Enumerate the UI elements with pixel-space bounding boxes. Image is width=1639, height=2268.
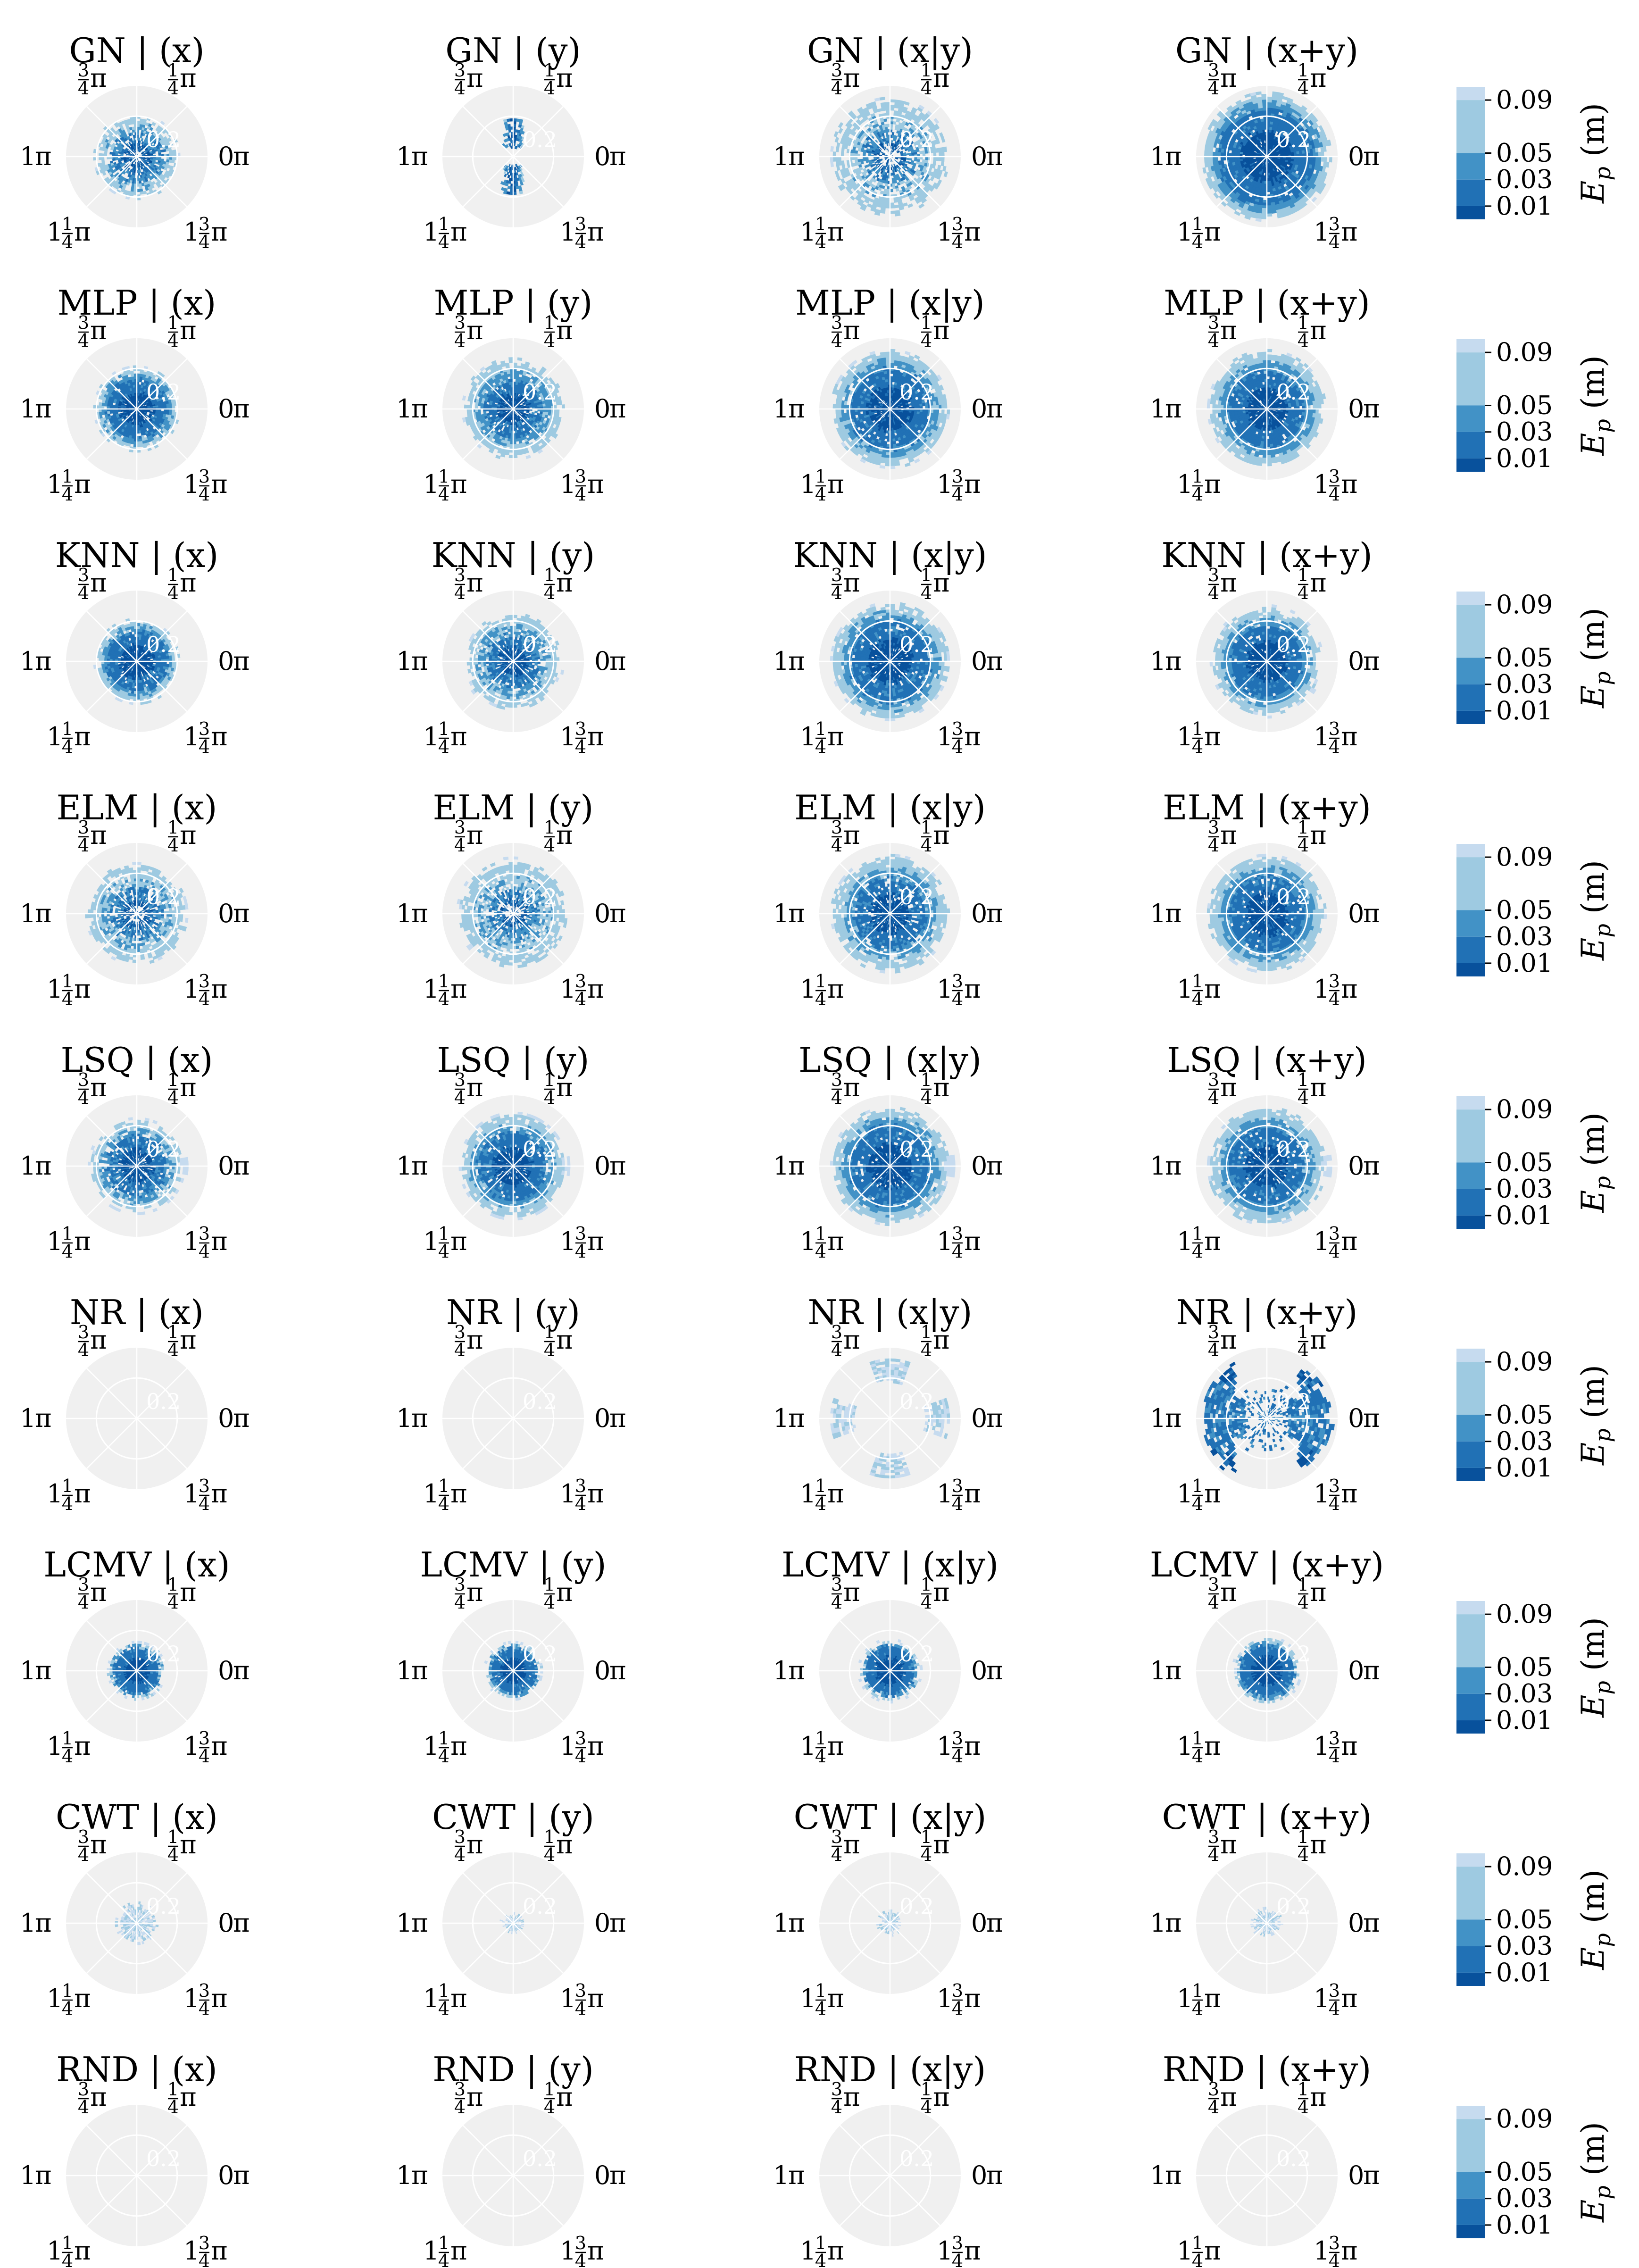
heat-cell [112, 152, 115, 155]
angle-tick-3-4-pi: 34 π [454, 60, 483, 99]
angle-tick-part: 1 [396, 142, 412, 171]
heat-cell [140, 124, 142, 127]
angle-tick-part: π [233, 142, 250, 171]
heat-cell [133, 138, 135, 141]
heat-cell [519, 119, 523, 122]
heat-cell [104, 151, 107, 154]
heat-cell [507, 192, 510, 195]
heat-cell [139, 181, 141, 183]
angle-tick-1-1-4-pi: 114 π [47, 214, 91, 252]
heat-cell [143, 119, 147, 122]
angle-tick-part: π [90, 63, 107, 93]
heat-cell [516, 181, 518, 183]
angle-tick-denominator: 4 [199, 232, 210, 252]
angle-tick-part: π [74, 217, 91, 247]
heat-cell [508, 186, 510, 189]
angle-tick-part: 1 [183, 217, 200, 247]
angle-tick-denominator: 4 [78, 78, 89, 99]
heat-cell [140, 119, 143, 122]
heat-cell [112, 158, 115, 161]
heat-cell [503, 191, 507, 194]
heat-cell [158, 158, 161, 161]
angle-tick-denominator: 4 [544, 78, 555, 99]
angle-tick-part: π [411, 142, 428, 171]
angle-tick-part: 1 [20, 142, 36, 171]
heat-cell [133, 178, 135, 181]
heat-cell [132, 130, 134, 133]
heat-cell [132, 183, 134, 186]
angle-tick-denominator: 4 [167, 78, 179, 99]
angle-tick-part: π [609, 142, 626, 171]
heat-cell [516, 130, 518, 133]
heat-cell [133, 173, 135, 175]
heat-cell [519, 191, 523, 194]
heat-cell [508, 181, 511, 183]
angle-tick-denominator: 4 [575, 232, 586, 252]
angle-tick-part: π [180, 63, 197, 93]
angle-tick-1-pi: 1π [396, 142, 428, 171]
angle-tick-1-1-4-pi: 114 π [423, 214, 467, 252]
angle-tick-part: 0 [594, 142, 610, 171]
heat-cell [516, 119, 520, 122]
heat-cell [110, 152, 113, 154]
heat-cell [503, 119, 507, 122]
angle-tick-0-pi: 0π [594, 142, 626, 171]
heat-cell [133, 175, 135, 178]
heat-cell [166, 159, 169, 162]
heat-cell [115, 158, 118, 160]
radial-tick-label: 0.2 [146, 127, 181, 152]
heat-cell [508, 130, 511, 133]
heat-cell [140, 186, 142, 189]
angle-tick-part: π [587, 217, 604, 247]
heat-cell [138, 173, 140, 175]
heat-cell [133, 135, 135, 138]
angle-tick-1-3-4-pi: 134 π [560, 214, 604, 252]
angle-tick-1-3-4-pi: 134 π [183, 214, 228, 252]
angle-tick-denominator: 4 [454, 78, 466, 99]
heat-cell [172, 160, 175, 163]
heat-cell [143, 191, 147, 194]
heat-cell [99, 147, 102, 150]
angle-tick-part: π [466, 63, 483, 93]
angle-tick-part: 1 [423, 217, 439, 247]
heat-cell [139, 127, 142, 130]
heat-cell [515, 175, 517, 178]
angle-tick-denominator: 4 [62, 232, 73, 252]
heat-cell [161, 159, 164, 161]
angle-tick-part: 0 [218, 142, 234, 171]
angle-tick-part: π [211, 217, 228, 247]
heat-cell [506, 183, 508, 186]
angle-tick-3-4-pi: 34 π [78, 60, 107, 99]
angle-tick-1-pi: 1π [20, 142, 52, 171]
angle-tick-part: π [450, 217, 467, 247]
heat-cell [509, 178, 511, 181]
radial-tick-label: 0.2 [523, 127, 557, 152]
angle-tick-1-4-pi: 14 π [544, 60, 573, 99]
angle-tick-1-4-pi: 14 π [167, 60, 197, 99]
angle-tick-part: 1 [47, 217, 63, 247]
angle-tick-0-pi: 0π [218, 142, 250, 171]
angle-tick-part: π [556, 63, 573, 93]
heat-cell [131, 186, 134, 189]
heat-cell [132, 181, 134, 183]
angle-tick-part: 1 [560, 217, 576, 247]
angle-tick-denominator: 4 [438, 232, 449, 252]
angle-tick-part: π [35, 142, 52, 171]
heat-cell [516, 183, 518, 186]
